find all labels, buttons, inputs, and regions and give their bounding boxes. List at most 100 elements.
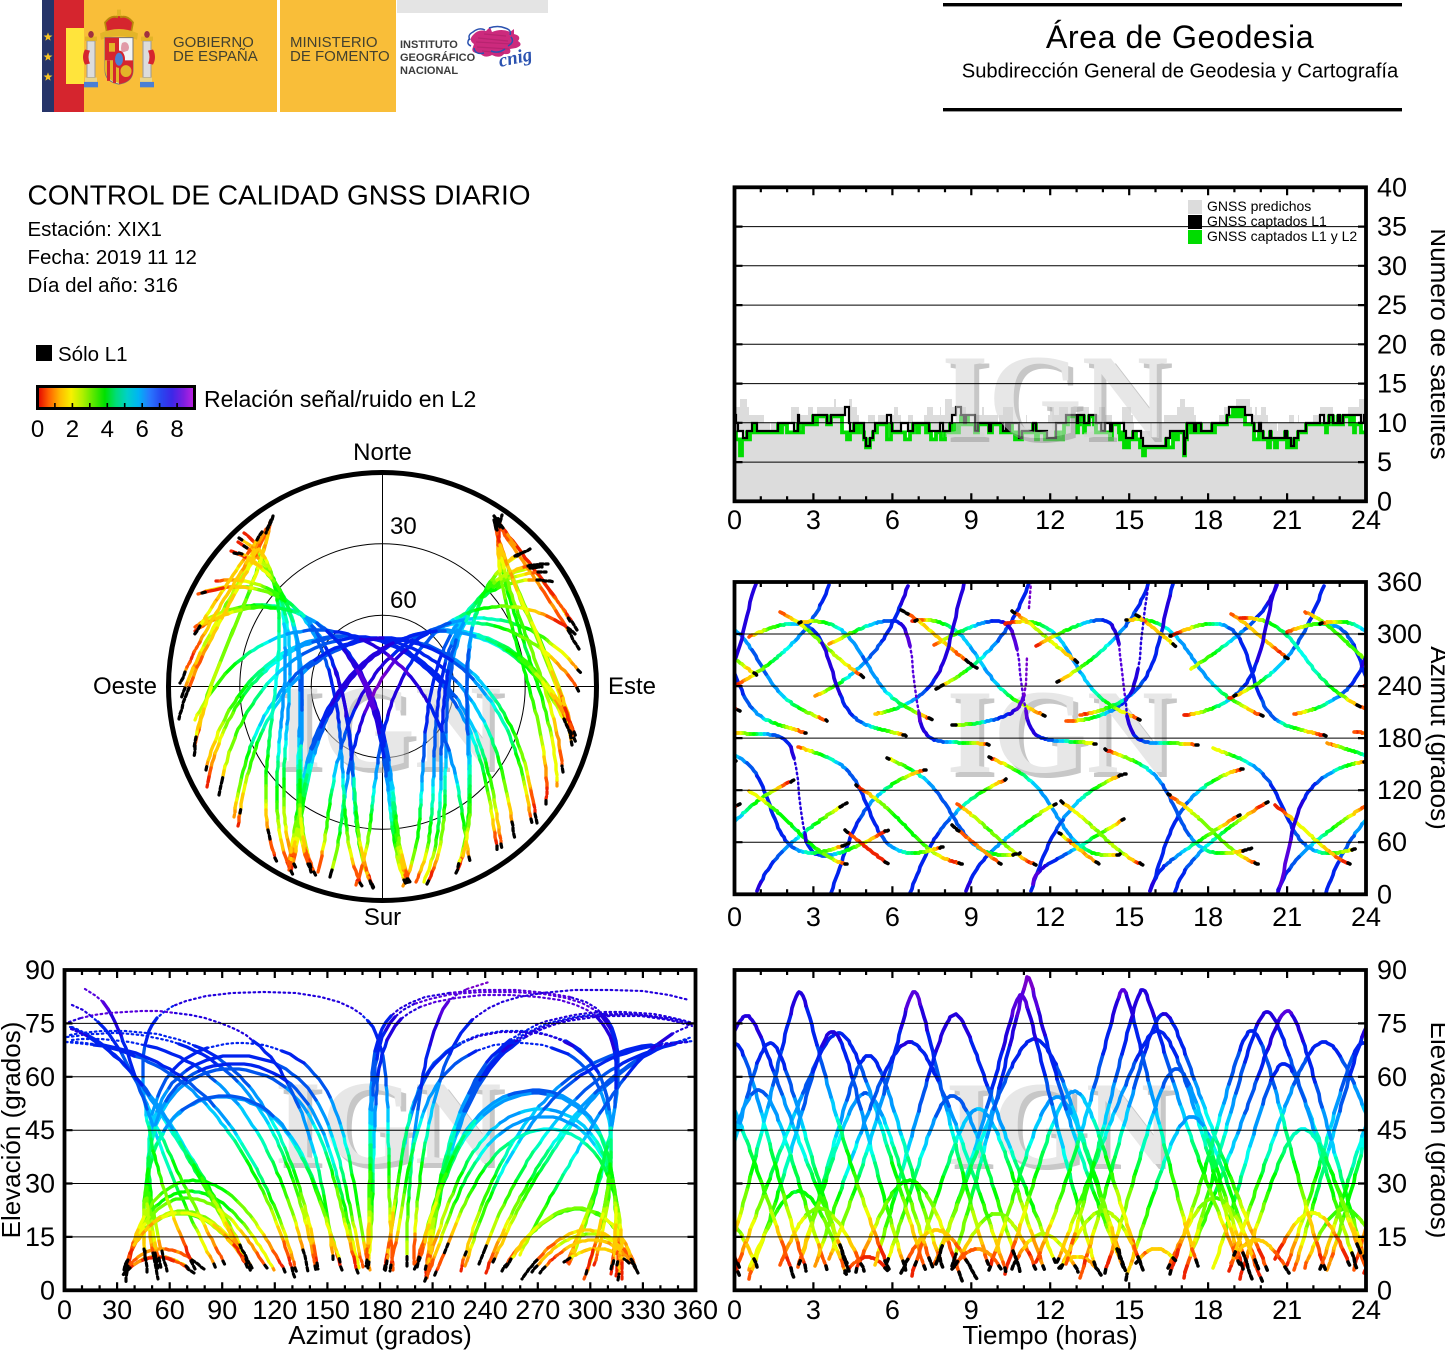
- svg-text:0: 0: [727, 505, 742, 535]
- svg-text:90: 90: [207, 1295, 237, 1325]
- svg-text:8: 8: [170, 416, 183, 443]
- svg-text:GNSS captados L1: GNSS captados L1: [1207, 213, 1327, 229]
- svg-text:300: 300: [1377, 619, 1422, 649]
- svg-text:INSTITUTO: INSTITUTO: [400, 39, 458, 51]
- svg-text:NACIONAL: NACIONAL: [400, 65, 458, 77]
- svg-text:21: 21: [1272, 1295, 1302, 1325]
- svg-text:30: 30: [25, 1169, 55, 1199]
- svg-text:Estación: XIX1: Estación: XIX1: [28, 218, 162, 241]
- svg-text:15: 15: [1377, 369, 1407, 399]
- svg-text:Norte: Norte: [353, 439, 412, 466]
- svg-text:Tiempo (horas): Tiempo (horas): [962, 1320, 1137, 1350]
- svg-text:2: 2: [66, 416, 79, 443]
- svg-text:Área de Geodesia: Área de Geodesia: [1046, 19, 1314, 55]
- svg-text:12: 12: [1035, 1295, 1065, 1325]
- svg-text:6: 6: [885, 505, 900, 535]
- svg-text:300: 300: [568, 1295, 613, 1325]
- svg-text:Azimut (grados): Azimut (grados): [288, 1320, 472, 1350]
- svg-text:12: 12: [1035, 505, 1065, 535]
- svg-text:150: 150: [305, 1295, 350, 1325]
- svg-text:60: 60: [390, 587, 417, 614]
- svg-text:6: 6: [136, 416, 149, 443]
- svg-text:90: 90: [25, 955, 55, 985]
- svg-text:20: 20: [1377, 329, 1407, 359]
- svg-text:12: 12: [1035, 902, 1065, 932]
- svg-text:18: 18: [1193, 1295, 1223, 1325]
- svg-text:60: 60: [25, 1062, 55, 1092]
- svg-text:24: 24: [1351, 505, 1381, 535]
- svg-text:25: 25: [1377, 290, 1407, 320]
- svg-text:Este: Este: [608, 673, 656, 700]
- svg-text:9: 9: [964, 902, 979, 932]
- svg-text:Relación señal/ruido en L2: Relación señal/ruido en L2: [204, 386, 476, 412]
- svg-text:Azimut (grados): Azimut (grados): [1425, 646, 1445, 830]
- svg-text:15: 15: [1377, 1222, 1407, 1252]
- svg-text:Número de satélites: Número de satélites: [1425, 228, 1445, 459]
- svg-text:Oeste: Oeste: [93, 673, 157, 700]
- svg-text:210: 210: [410, 1295, 455, 1325]
- svg-text:45: 45: [1377, 1115, 1407, 1145]
- svg-text:75: 75: [1377, 1008, 1407, 1038]
- svg-text:90: 90: [1377, 955, 1407, 985]
- svg-text:270: 270: [515, 1295, 560, 1325]
- svg-text:24: 24: [1351, 1295, 1381, 1325]
- svg-text:240: 240: [1377, 671, 1422, 701]
- svg-text:60: 60: [1377, 827, 1407, 857]
- svg-text:35: 35: [1377, 212, 1407, 242]
- svg-text:180: 180: [357, 1295, 402, 1325]
- svg-text:0: 0: [40, 1275, 55, 1305]
- svg-text:15: 15: [1114, 505, 1144, 535]
- svg-text:120: 120: [252, 1295, 297, 1325]
- svg-text:0: 0: [31, 416, 44, 443]
- svg-text:DE ESPAÑA: DE ESPAÑA: [173, 48, 258, 65]
- svg-text:30: 30: [1377, 1169, 1407, 1199]
- svg-text:4: 4: [101, 416, 114, 443]
- svg-text:180: 180: [1377, 723, 1422, 753]
- svg-text:3: 3: [806, 505, 821, 535]
- svg-text:Elevación (grados): Elevación (grados): [0, 1022, 26, 1239]
- svg-text:30: 30: [102, 1295, 132, 1325]
- svg-text:3: 3: [806, 1295, 821, 1325]
- svg-text:60: 60: [155, 1295, 185, 1325]
- svg-text:0: 0: [727, 1295, 742, 1325]
- svg-text:21: 21: [1272, 902, 1302, 932]
- svg-text:0: 0: [727, 902, 742, 932]
- svg-text:21: 21: [1272, 505, 1302, 535]
- svg-text:10: 10: [1377, 408, 1407, 438]
- svg-text:0: 0: [1377, 1275, 1392, 1305]
- svg-text:75: 75: [25, 1008, 55, 1038]
- svg-text:Sur: Sur: [364, 904, 401, 931]
- svg-text:120: 120: [1377, 775, 1422, 805]
- svg-text:18: 18: [1193, 505, 1223, 535]
- svg-text:240: 240: [463, 1295, 508, 1325]
- svg-text:15: 15: [1114, 1295, 1144, 1325]
- svg-text:CONTROL DE CALIDAD GNSS DIARIO: CONTROL DE CALIDAD GNSS DIARIO: [28, 180, 531, 211]
- svg-text:GNSS predichos: GNSS predichos: [1207, 198, 1311, 214]
- svg-text:360: 360: [1377, 567, 1422, 597]
- svg-text:40: 40: [1377, 172, 1407, 202]
- svg-text:MINISTERIO: MINISTERIO: [290, 34, 378, 51]
- svg-text:0: 0: [57, 1295, 72, 1325]
- svg-text:0: 0: [1377, 486, 1392, 516]
- svg-text:0: 0: [1377, 879, 1392, 909]
- svg-text:45: 45: [25, 1115, 55, 1145]
- svg-text:9: 9: [964, 505, 979, 535]
- svg-text:3: 3: [806, 902, 821, 932]
- svg-text:60: 60: [1377, 1062, 1407, 1092]
- svg-text:Día del año: 316: Día del año: 316: [28, 274, 178, 297]
- svg-text:18: 18: [1193, 902, 1223, 932]
- svg-text:DE FOMENTO: DE FOMENTO: [290, 48, 390, 65]
- svg-text:30: 30: [390, 513, 417, 540]
- svg-text:GNSS captados L1 y L2: GNSS captados L1 y L2: [1207, 228, 1357, 244]
- svg-text:Elevación (grados): Elevación (grados): [1425, 1022, 1445, 1239]
- svg-text:360: 360: [673, 1295, 718, 1325]
- svg-text:Fecha: 2019 11 12: Fecha: 2019 11 12: [28, 246, 197, 269]
- svg-text:6: 6: [885, 902, 900, 932]
- svg-text:24: 24: [1351, 902, 1381, 932]
- svg-text:GEOGRÁFICO: GEOGRÁFICO: [400, 51, 476, 64]
- svg-text:Sólo L1: Sólo L1: [58, 343, 128, 366]
- svg-text:15: 15: [1114, 902, 1144, 932]
- svg-text:5: 5: [1377, 447, 1392, 477]
- svg-text:30: 30: [1377, 251, 1407, 281]
- svg-text:Subdirección General de Geodes: Subdirección General de Geodesia y Carto…: [962, 61, 1399, 83]
